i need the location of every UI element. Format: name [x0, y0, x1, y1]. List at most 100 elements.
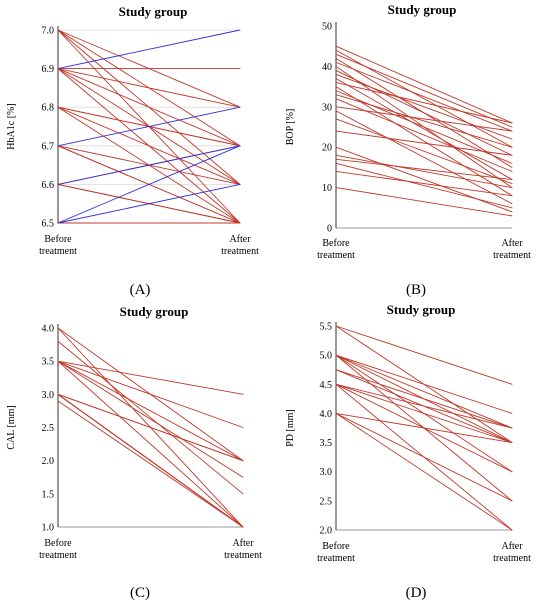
patient-line-red [335, 69, 513, 156]
patient-line-red [335, 412, 513, 531]
y-tick-label: 20 [322, 143, 332, 154]
patient-line-red [335, 325, 513, 385]
x-category-after: After treatment [493, 238, 531, 261]
chart-title: Study group [120, 304, 189, 319]
patient-line-blue [57, 145, 241, 224]
patient-line-red [335, 412, 513, 444]
patient-line-red [335, 158, 513, 180]
x-category-word: treatment [317, 553, 355, 564]
patient-line-red [57, 360, 244, 478]
x-category-word: After [232, 538, 254, 549]
panel-label: (D) [406, 585, 427, 601]
panel-label: (B) [406, 282, 426, 298]
x-category-word: Before [44, 538, 72, 549]
patient-line-red [57, 360, 244, 428]
x-category-word: After [501, 541, 523, 552]
patient-line-red [335, 146, 513, 213]
chart-title: Study group [388, 2, 457, 17]
patient-line-red [57, 400, 244, 528]
y-tick-label: 6.8 [42, 103, 55, 114]
chart-panel-1: 6.5 6.6 6.7 6.8 6.9 7.0 Study group HbA1c [%] Be… [6, 4, 259, 298]
x-category-word: treatment [317, 250, 355, 261]
panel-label: (C) [130, 585, 150, 601]
y-tick-label: 6.6 [42, 180, 55, 191]
x-category-after: After treatment [221, 234, 259, 257]
y-tick-label: 6.5 [42, 219, 55, 230]
x-category-before: Before treatment [317, 238, 355, 261]
patient-line-red [57, 360, 244, 395]
patient-line-red [335, 383, 513, 429]
patient-line-red [335, 118, 513, 185]
patient-line-red [335, 45, 513, 124]
y-tick-label: 4.0 [320, 409, 333, 420]
y-tick-label: 2.0 [320, 526, 333, 537]
patient-line-red [335, 130, 513, 156]
x-category-word: After [229, 234, 251, 245]
y-tick-label: 2.5 [42, 423, 55, 434]
y-tick-label: 5.0 [320, 351, 333, 362]
y-axis-label: HbA1c [%] [6, 103, 17, 149]
patient-line-red [57, 68, 241, 108]
x-category-word: treatment [39, 550, 77, 561]
patient-line-red [335, 354, 513, 414]
y-tick-label: 50 [322, 22, 332, 33]
patient-line-red [335, 383, 513, 444]
y-tick-label: 3.5 [320, 438, 333, 449]
patient-line-red [335, 369, 513, 429]
y-tick-label: 30 [322, 102, 332, 113]
patient-line-red [57, 68, 241, 147]
patient-line-red [335, 61, 513, 132]
x-category-word: Before [322, 238, 350, 249]
patient-line-red [57, 360, 244, 462]
x-category-word: Before [322, 541, 350, 552]
patient-line-red [335, 354, 513, 429]
patient-line-red [335, 162, 513, 209]
patient-line-red [335, 86, 513, 197]
y-tick-label: 3.0 [42, 390, 55, 401]
y-tick-label: 10 [322, 183, 332, 194]
patient-line-red [335, 78, 513, 180]
patient-line-red [57, 360, 244, 528]
panel-label: (A) [130, 282, 151, 298]
y-tick-label: 7.0 [42, 26, 55, 37]
x-category-word: After [501, 238, 523, 249]
y-tick-label: 4.0 [42, 324, 55, 335]
patient-line-red [335, 106, 513, 132]
patient-line-red [335, 412, 513, 502]
x-category-word: treatment [493, 553, 531, 564]
patient-line-red [335, 154, 513, 189]
y-axis-label: PD [mm] [285, 409, 296, 447]
x-category-word: treatment [221, 246, 259, 257]
x-category-after: After treatment [224, 538, 262, 561]
chart-title: Study group [119, 4, 188, 19]
x-category-word: treatment [39, 246, 77, 257]
y-tick-label: 4.5 [320, 380, 333, 391]
x-category-word: treatment [493, 250, 531, 261]
y-tick-label: 2.0 [42, 456, 55, 467]
y-tick-label: 6.7 [42, 141, 55, 152]
patient-line-red [335, 82, 513, 124]
y-tick-label: 1.5 [42, 489, 55, 500]
y-tick-label: 6.9 [42, 64, 55, 75]
y-tick-label: 40 [322, 62, 332, 73]
y-axis-label: CAL [mm] [6, 405, 17, 449]
x-category-word: treatment [224, 550, 262, 561]
x-category-after: After treatment [493, 541, 531, 564]
patient-line-red [57, 393, 244, 462]
patient-line-blue [57, 106, 241, 147]
x-category-before: Before treatment [317, 541, 355, 564]
patient-line-red [335, 74, 513, 140]
patient-line-red [335, 110, 513, 205]
chart-title: Study group [387, 302, 456, 317]
y-tick-label: 2.5 [320, 496, 333, 507]
y-tick-label: 0 [327, 224, 332, 235]
patient-line-blue [57, 183, 241, 224]
patient-line-red [335, 94, 513, 148]
y-tick-label: 5.5 [320, 322, 333, 333]
x-category-word: Before [44, 234, 72, 245]
patient-line-red [335, 187, 513, 217]
patient-line-red [57, 106, 241, 185]
y-tick-label: 3.0 [320, 467, 333, 478]
patient-line-red [335, 170, 513, 197]
